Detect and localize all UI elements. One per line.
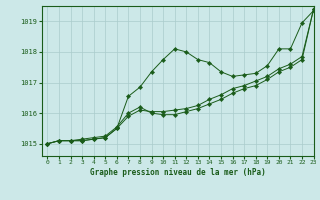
X-axis label: Graphe pression niveau de la mer (hPa): Graphe pression niveau de la mer (hPa) [90,168,266,177]
